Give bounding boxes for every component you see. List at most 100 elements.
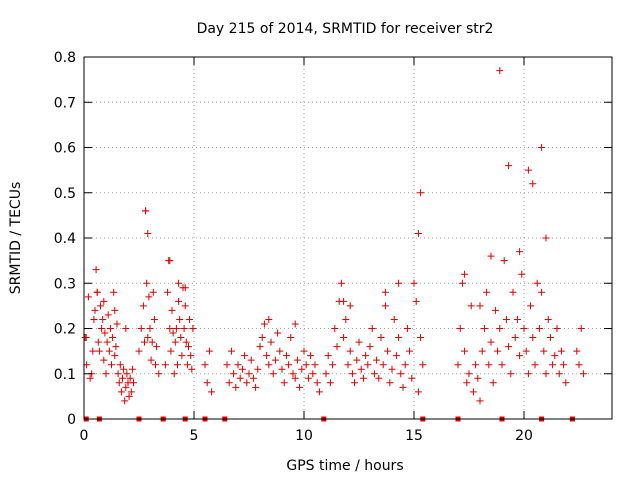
data-point <box>143 279 151 287</box>
data-point <box>406 347 414 355</box>
data-point <box>166 325 174 332</box>
data-point <box>478 347 486 355</box>
data-point <box>170 370 178 378</box>
data-point <box>557 347 565 355</box>
data-point <box>542 370 550 378</box>
data-point <box>256 343 264 351</box>
data-point <box>491 306 499 314</box>
data-point <box>381 302 389 310</box>
data-point <box>296 383 304 391</box>
data-point <box>346 347 354 355</box>
data-point <box>271 356 279 364</box>
data-point <box>232 383 240 391</box>
data-point <box>524 370 532 378</box>
data-point <box>505 162 513 170</box>
data-point <box>276 347 284 355</box>
data-point <box>377 334 385 342</box>
data-point <box>309 370 317 378</box>
data-point <box>348 370 356 378</box>
data-point <box>265 361 273 369</box>
y-tick-label: 0.2 <box>54 322 76 338</box>
data-point <box>315 388 323 396</box>
data-point <box>122 325 130 332</box>
data-point <box>181 284 189 292</box>
x-tick-label: 15 <box>405 428 423 444</box>
data-point <box>263 352 271 360</box>
data-point <box>145 293 153 301</box>
data-point <box>182 338 190 346</box>
data-point <box>125 392 133 400</box>
data-point <box>243 379 251 387</box>
data-point <box>152 361 159 369</box>
data-point <box>111 352 119 360</box>
y-tick-label: 0.3 <box>54 276 76 292</box>
data-point <box>260 320 268 328</box>
data-point <box>100 356 108 364</box>
data-point <box>223 361 231 369</box>
data-point <box>480 325 488 332</box>
data-point <box>560 361 568 369</box>
x-tick-label: 20 <box>515 428 533 444</box>
chart-title: Day 215 of 2014, SRMTID for receiver str… <box>197 21 494 37</box>
data-point <box>414 229 422 237</box>
data-point <box>364 361 372 369</box>
data-point <box>562 379 570 387</box>
data-point <box>175 279 183 287</box>
data-point <box>287 334 295 342</box>
data-point <box>188 365 196 373</box>
data-point <box>516 352 524 360</box>
y-tick-label: 0.1 <box>54 367 76 383</box>
data-point <box>91 306 99 314</box>
data-point <box>520 325 528 332</box>
data-point <box>106 325 114 332</box>
data-point <box>104 311 112 319</box>
data-point <box>168 306 176 314</box>
data-point <box>476 302 484 310</box>
data-point <box>390 315 398 323</box>
data-point <box>97 302 104 310</box>
data-point <box>461 347 469 355</box>
data-point <box>527 302 535 310</box>
data-point <box>379 361 387 369</box>
data-point <box>208 388 216 396</box>
data-point <box>141 338 148 346</box>
y-tick-label: 0.8 <box>54 50 76 66</box>
data-point <box>511 334 519 342</box>
y-axis-ticks: 0 0.1 0.2 0.3 0.4 0.5 0.6 0.7 0.8 <box>54 50 612 428</box>
data-point <box>344 361 352 369</box>
data-point <box>575 361 583 369</box>
data-point <box>333 343 341 351</box>
data-point <box>291 320 299 328</box>
data-point <box>189 325 197 332</box>
data-point <box>359 374 367 382</box>
data-point <box>126 374 134 382</box>
data-point <box>326 379 334 387</box>
data-point <box>337 279 345 287</box>
data-point <box>373 356 381 364</box>
data-point <box>298 365 306 373</box>
data-point <box>522 347 530 355</box>
data-point <box>351 379 359 387</box>
data-point <box>122 383 130 391</box>
data-point <box>166 257 174 265</box>
data-point <box>408 374 416 382</box>
data-point <box>474 374 482 382</box>
data-point <box>531 361 539 369</box>
data-points <box>81 67 587 405</box>
data-point <box>342 315 350 323</box>
data-point <box>175 297 183 305</box>
data-point <box>485 361 493 369</box>
data-point <box>487 338 495 346</box>
data-point <box>94 338 102 346</box>
y-tick-label: 0.5 <box>54 186 76 202</box>
data-point <box>410 279 418 287</box>
data-point <box>546 334 554 342</box>
data-point <box>340 297 348 305</box>
data-point <box>513 315 521 323</box>
data-point <box>346 302 354 310</box>
data-point <box>278 365 286 373</box>
data-point <box>397 370 405 378</box>
y-axis-label: SRMTID / TECUs <box>8 182 24 295</box>
data-point <box>533 279 541 287</box>
data-point <box>92 266 100 274</box>
